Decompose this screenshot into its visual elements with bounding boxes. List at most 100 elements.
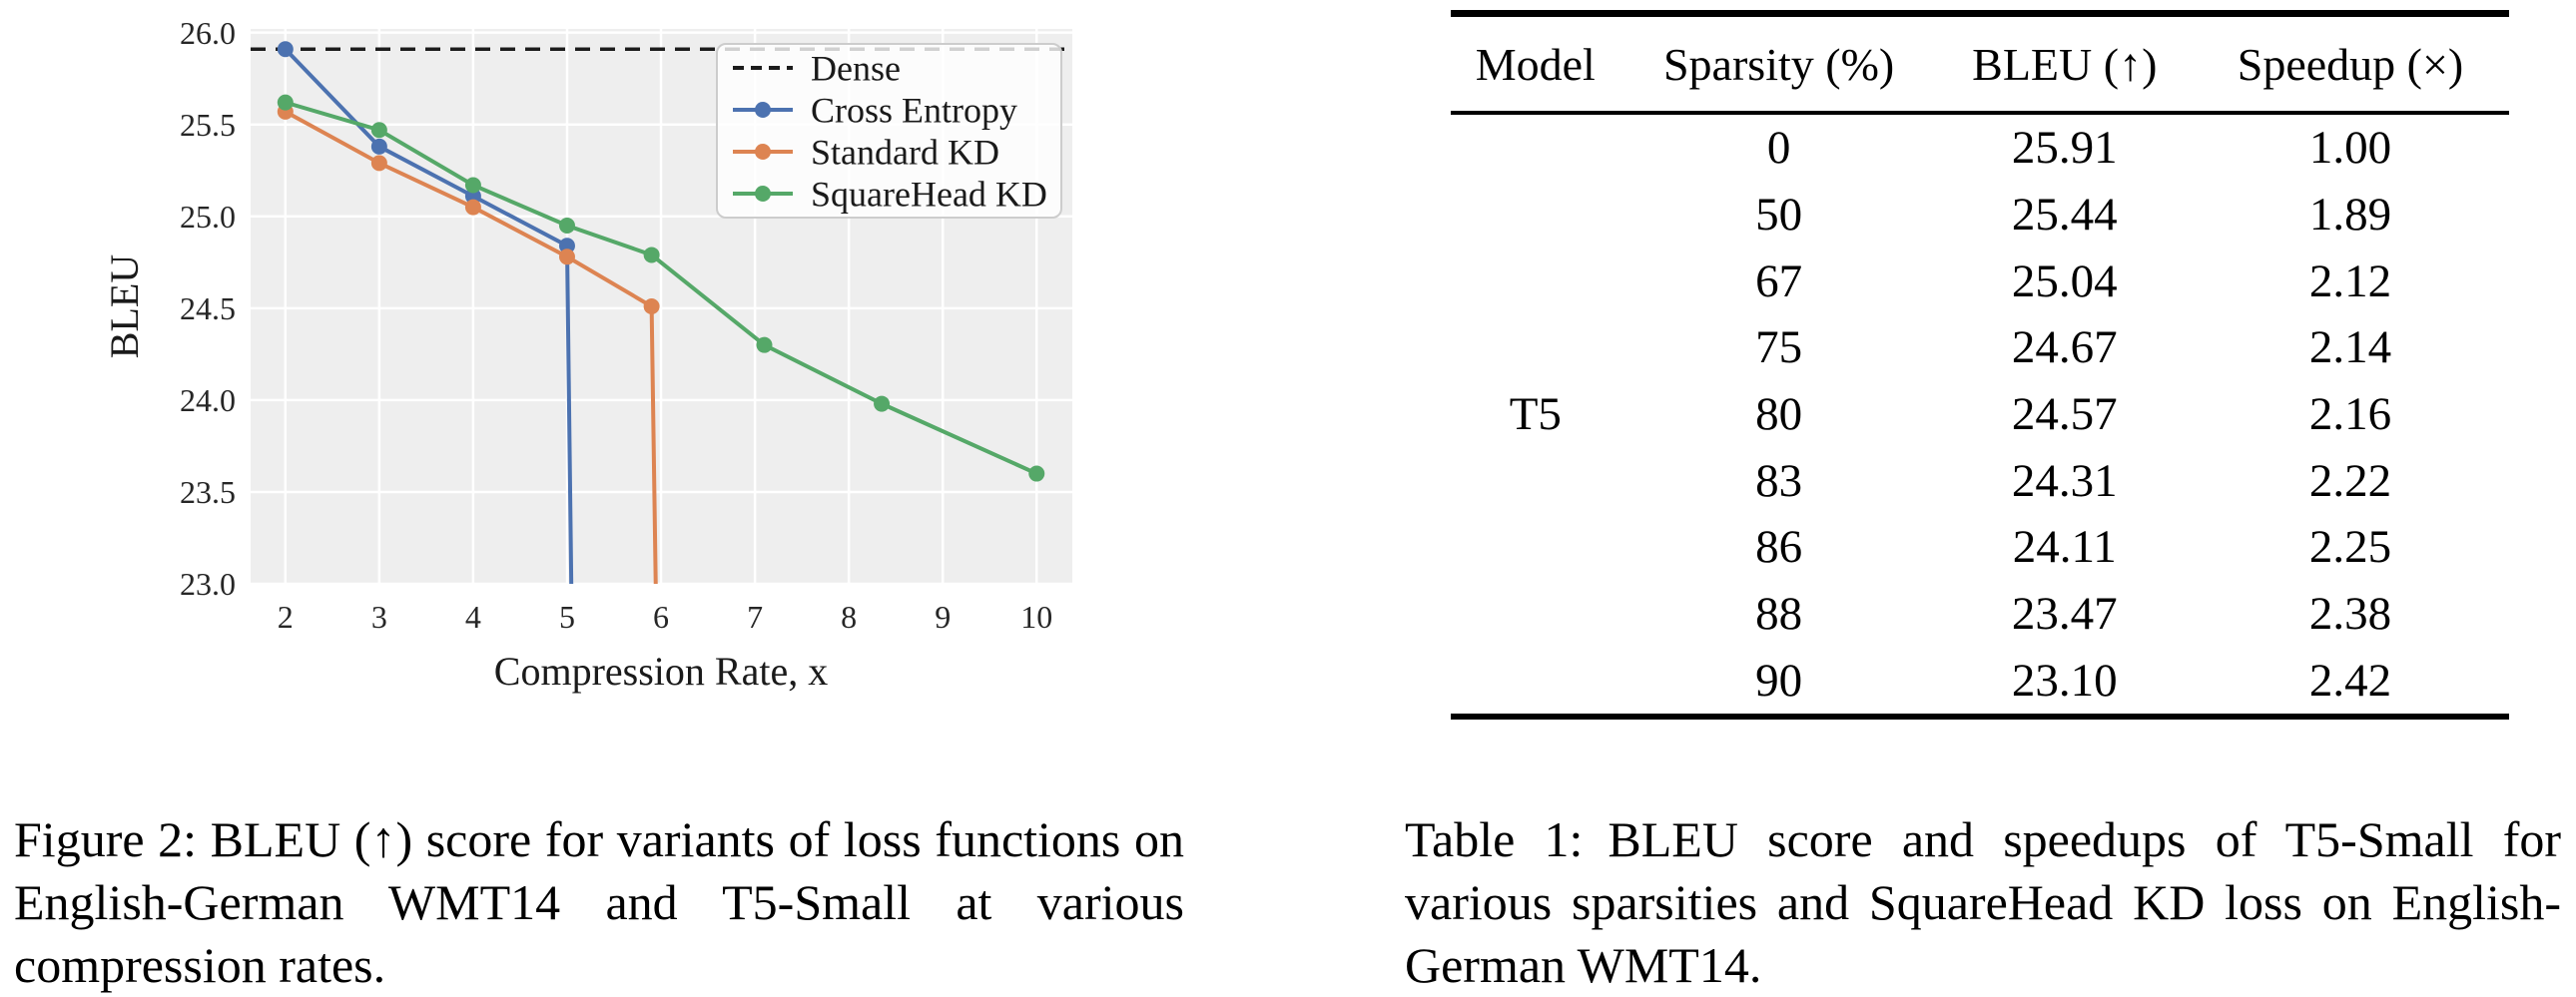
y-tick-label: 24.0 [180, 382, 236, 418]
table-row: T5 0 25.91 1.00 [1451, 113, 2509, 440]
x-tick-label: 6 [653, 599, 669, 635]
series-cross-entropy [277, 41, 575, 584]
x-tick-label: 7 [747, 599, 763, 635]
col-header-speedup: Speedup (×) [2191, 13, 2509, 115]
bleu-cell: 24.57 [2011, 388, 2118, 441]
series-standard-kd-point [370, 155, 387, 172]
series-standard-kd-point [558, 249, 575, 265]
sparsity-cell: 50 [1755, 189, 1803, 242]
bleu-cell: 25.44 [2011, 189, 2118, 242]
y-tick-label: 23.0 [180, 566, 236, 602]
legend-sample-marker [755, 144, 771, 160]
x-tick-label: 10 [1020, 599, 1052, 635]
x-tick-label: 2 [278, 599, 294, 635]
bleu-cell: 23.10 [2011, 654, 2118, 707]
series-squarehead-kd-point [277, 94, 294, 111]
legend-label: Standard KD [811, 133, 999, 173]
series-cross-entropy-point [558, 238, 575, 254]
model-cell: T5 [1509, 388, 1562, 441]
x-tick-label: 5 [559, 599, 575, 635]
tick-labels: 23.0 23.5 24.0 24.5 25.0 25.5 26.0 2 3 4 5 6 7 8 9 10 [180, 15, 1052, 635]
series-cross-entropy-point [277, 41, 294, 58]
table-caption: Table 1: BLEU score and speedups of T5-S… [1405, 811, 2561, 993]
figure-2-panel: 23.0 23.5 24.0 24.5 25.0 25.5 26.0 2 3 4 5 6 7 8 9 10 BL… [0, 0, 1288, 993]
chart-svg: 23.0 23.5 24.0 24.5 25.0 25.5 26.0 2 3 4 5 6 7 8 9 10 BL… [102, 15, 1072, 694]
legend-item-standard-kd: Standard KD [733, 133, 999, 173]
table-header-row: Model Sparsity (%) BLEU (↑) Speedup (×) [1451, 13, 2509, 115]
figure-caption: Figure 2: BLEU (↑) score for variants of… [14, 811, 1184, 993]
sparsity-cell: 67 [1755, 254, 1803, 307]
legend-box [716, 43, 1062, 219]
series-squarehead-kd-point [464, 177, 481, 194]
legend-item-dense: Dense [733, 49, 901, 89]
bleu-compression-chart: 23.0 23.5 24.0 24.5 25.0 25.5 26.0 2 3 4 5 6 7 8 9 10 BL… [0, 0, 1158, 729]
series-squarehead-kd-line [285, 100, 1038, 476]
y-tick-label: 25.5 [180, 107, 236, 143]
x-axis-label: Compression Rate, x [494, 649, 828, 694]
legend-label: Dense [811, 49, 901, 89]
series-cross-entropy-point [370, 138, 387, 155]
series-squarehead-kd-point [558, 217, 575, 234]
series-squarehead-kd-point [1028, 465, 1045, 482]
legend-item-cross-entropy: Cross Entropy [733, 91, 1017, 131]
speedup-cell: 1.00 [2308, 122, 2392, 175]
series-squarehead-kd-point [643, 247, 660, 263]
speedup-cell: 2.12 [2308, 254, 2392, 307]
y-tick-label: 24.5 [180, 290, 236, 326]
series-squarehead-kd [277, 94, 1045, 482]
table-row: 90 23.10 2.42 [1451, 648, 2509, 718]
speedup-cell: 2.38 [2308, 588, 2392, 641]
speedup-cell: 2.22 [2308, 454, 2392, 507]
col-header-model: Model [1451, 13, 1620, 115]
sparsity-cell: 0 [1766, 122, 1791, 175]
series-standard-kd-point [643, 298, 660, 314]
col-header-bleu: BLEU (↑) [1937, 13, 2192, 115]
series-standard-kd-line [284, 110, 658, 584]
table-row: 83 24.31 2.22 [1451, 447, 2509, 514]
col-header-sparsity: Sparsity (%) [1619, 13, 1938, 115]
results-table: Model Sparsity (%) BLEU (↑) Speedup (×) … [1451, 10, 2509, 721]
legend-label: Cross Entropy [811, 91, 1017, 131]
y-tick-label: 23.5 [180, 474, 236, 510]
sparsity-cell: 88 [1755, 588, 1803, 641]
sparsity-cell: 86 [1755, 521, 1803, 574]
bleu-cell: 24.31 [2011, 454, 2118, 507]
bleu-cell: 24.67 [2011, 321, 2118, 374]
legend-sample-marker [755, 186, 771, 202]
x-tick-label: 4 [465, 599, 481, 635]
table-row: 80 24.57 2.16 [1451, 381, 2509, 448]
bleu-cell: 25.04 [2011, 254, 2118, 307]
speedup-cell: 1.89 [2308, 189, 2392, 242]
speedup-cell: 2.16 [2308, 388, 2392, 441]
sparsity-results-table: Model Sparsity (%) BLEU (↑) Speedup (×) … [1451, 10, 2509, 721]
y-axis-label: BLEU [102, 254, 147, 359]
series-squarehead-kd-point [370, 122, 387, 139]
sparsity-cell: 80 [1755, 388, 1803, 441]
x-tick-label: 9 [935, 599, 951, 635]
table-row: 75 24.67 2.14 [1451, 314, 2509, 381]
bleu-cell: 23.47 [2011, 588, 2118, 641]
legend-sample-marker [755, 102, 771, 118]
bleu-cell: 24.11 [2012, 521, 2117, 574]
x-tick-label: 8 [841, 599, 857, 635]
x-tick-label: 3 [371, 599, 387, 635]
legend-item-squarehead-kd: SquareHead KD [733, 175, 1047, 215]
speedup-cell: 2.14 [2308, 321, 2392, 374]
series-squarehead-kd-point [874, 395, 891, 412]
speedup-cell: 2.42 [2308, 654, 2392, 707]
speedup-cell: 2.25 [2308, 521, 2392, 574]
table-row: 50 25.44 1.89 [1451, 182, 2509, 249]
y-tick-label: 26.0 [180, 15, 236, 51]
table-row: 88 23.47 2.38 [1451, 581, 2509, 648]
sparsity-cell: 90 [1755, 654, 1803, 707]
y-tick-label: 25.0 [180, 199, 236, 235]
sparsity-cell: 83 [1755, 454, 1803, 507]
bleu-cell: 25.91 [2011, 122, 2118, 175]
legend-label: SquareHead KD [811, 175, 1047, 215]
series-squarehead-kd-point [756, 336, 773, 353]
series-standard-kd-point [464, 199, 481, 216]
series-cross-entropy-point [464, 188, 481, 205]
table-1-panel: Model Sparsity (%) BLEU (↑) Speedup (×) … [1288, 0, 2576, 993]
table-row: 67 25.04 2.12 [1451, 248, 2509, 314]
